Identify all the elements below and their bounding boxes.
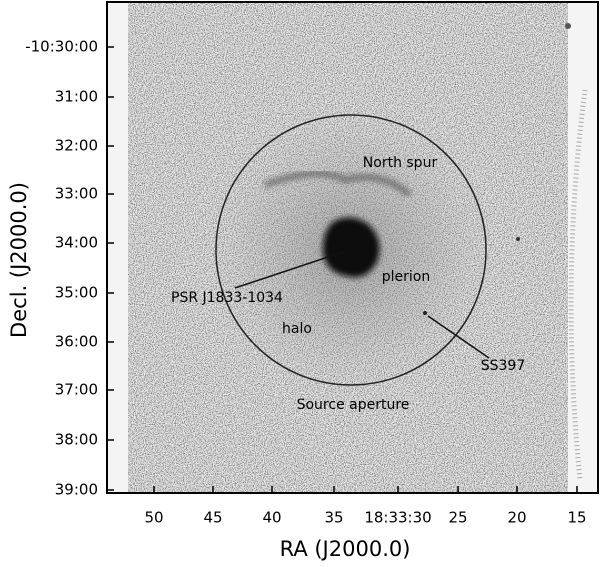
star-label: SS397 xyxy=(481,358,526,374)
x-axis-title: RA (J2000.0) xyxy=(280,537,411,561)
star-pointer xyxy=(427,315,490,359)
y-tick-label: 32:00 xyxy=(55,137,98,155)
y-tick-label: 33:00 xyxy=(55,185,98,203)
y-tick-label: 34:00 xyxy=(55,234,98,252)
frame xyxy=(106,1,599,494)
y-axis-title: Decl. (J2000.0) xyxy=(7,182,31,338)
y-tick-label: 36:00 xyxy=(55,333,98,351)
north-spur-label: North spur xyxy=(363,155,438,171)
x-tick-label: 50 xyxy=(144,509,163,527)
x-tick-label: 35 xyxy=(324,509,343,527)
sky-image xyxy=(107,2,598,493)
pulsar-pointer xyxy=(234,250,347,289)
x-tick-label: 20 xyxy=(507,509,526,527)
aperture-label: Source aperture xyxy=(297,397,410,413)
y-tick-label: 35:00 xyxy=(55,284,98,302)
x-tick-label: 45 xyxy=(203,509,222,527)
pulsar-label: PSR J1833-1034 xyxy=(171,290,283,306)
x-tick-label: 18:33:30 xyxy=(364,509,431,527)
plerion-label: plerion xyxy=(382,269,430,285)
y-tick-label: -10:30:00 xyxy=(25,38,98,56)
x-tick-label: 15 xyxy=(567,509,586,527)
source-aperture-circle xyxy=(215,114,487,386)
halo-label: halo xyxy=(282,321,312,337)
x-tick-label: 25 xyxy=(448,509,467,527)
y-tick-label: 38:00 xyxy=(55,431,98,449)
x-tick-label: 40 xyxy=(262,509,281,527)
y-tick-label: 31:00 xyxy=(55,88,98,106)
y-tick-label: 37:00 xyxy=(55,381,98,399)
y-tick-label: 39:00 xyxy=(55,481,98,499)
